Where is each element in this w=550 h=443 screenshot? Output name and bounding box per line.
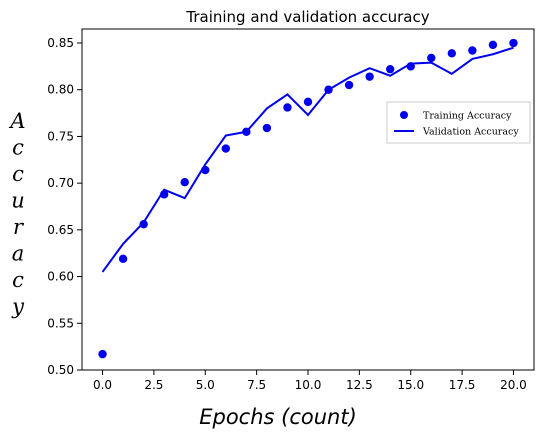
training-accuracy-point [98, 349, 107, 359]
training-accuracy-point [488, 40, 498, 50]
training-accuracy-point [344, 80, 354, 90]
y-tick-label: 0.55 [47, 316, 74, 330]
y-tick-label: 0.65 [47, 223, 74, 237]
validation-accuracy-line [101, 46, 514, 273]
training-accuracy-point [385, 64, 395, 74]
x-tick-label: 10.0 [295, 378, 322, 392]
x-tick-label: 12.5 [346, 378, 373, 392]
x-tick-label: 15.0 [397, 378, 424, 392]
y-axis-label-letter: y [11, 295, 25, 319]
training-accuracy-point [139, 220, 148, 229]
y-axis-label-letter: A [8, 109, 25, 133]
x-tick-label: 2.5 [144, 378, 163, 392]
legend-label: Validation Accuracy [422, 127, 519, 138]
training-accuracy-point [447, 49, 457, 58]
y-axis-label-letter: c [12, 268, 24, 292]
training-accuracy-point [509, 38, 518, 48]
training-accuracy-point [262, 123, 272, 133]
chart-title: Training and validation accuracy [185, 8, 429, 26]
y-tick-label: 0.75 [47, 129, 74, 143]
y-tick-label: 0.50 [47, 363, 74, 377]
y-tick-label: 0.80 [47, 83, 74, 97]
y-axis-label: Accuracy [8, 109, 25, 319]
y-tick-label: 0.70 [47, 176, 74, 190]
y-axis-label-letter: c [12, 162, 24, 186]
x-tick-label: 17.5 [449, 378, 476, 392]
training-accuracy-point [468, 46, 477, 55]
y-axis-label-letter: c [12, 136, 24, 160]
legend-marker-swatch [400, 111, 408, 119]
y-tick-label: 0.60 [47, 270, 74, 284]
y-axis-label-letter: a [12, 242, 25, 266]
x-tick-label: 20.0 [500, 378, 527, 392]
axes: 0.0 2.5 5.0 7.5 10.0 12.5 15.0 17.5 20.0 0.50 0.55… [47, 28, 535, 392]
x-axis-label: Epochs (count) [199, 405, 357, 429]
axes-frame [81, 28, 535, 371]
training-accuracy-point [118, 254, 128, 264]
y-tick-label: 0.85 [47, 36, 74, 50]
legend-box [386, 101, 531, 144]
legend-label: Training Accuracy [423, 111, 512, 122]
training-accuracy-point [427, 53, 436, 63]
plot-area [98, 38, 518, 359]
x-tick-label: 7.5 [247, 378, 266, 392]
training-accuracy-point [221, 144, 231, 153]
y-axis-label-letter: r [13, 215, 25, 239]
x-tick-label: 5.0 [196, 378, 215, 392]
y-axis-label-letter: u [11, 189, 25, 213]
training-accuracy-point [180, 178, 189, 187]
training-accuracy-point [365, 72, 374, 81]
training-accuracy-point [303, 97, 313, 107]
training-accuracy-point [283, 103, 292, 112]
legend: Training Accuracy Validation Accuracy [386, 101, 531, 144]
x-tick-label: 0.0 [93, 378, 112, 392]
